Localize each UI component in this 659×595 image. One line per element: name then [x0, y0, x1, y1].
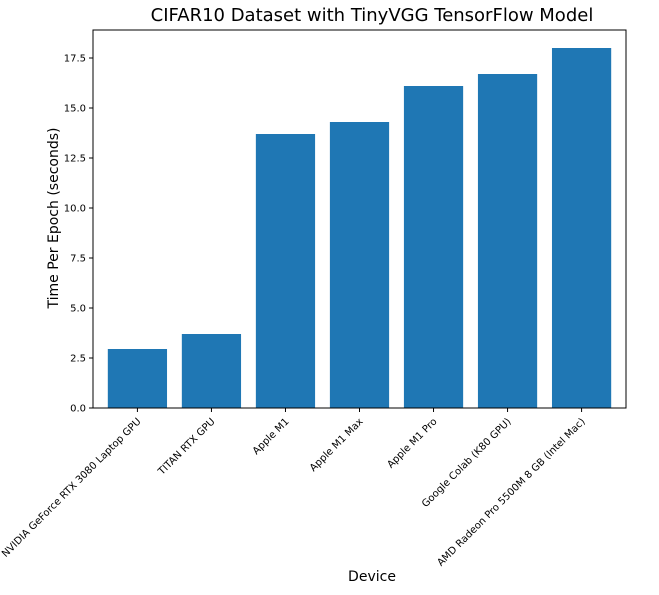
y-tick-label-6: 15.0	[64, 104, 86, 115]
plot-area-frame	[92, 29, 627, 409]
x-axis-title: Device	[348, 569, 396, 585]
bar-1	[181, 334, 242, 408]
x-tick-label-2: Apple M1	[251, 416, 292, 457]
y-tick-label-1: 2.5	[70, 354, 86, 365]
x-tick-label-1: TITAN RTX GPU	[156, 416, 218, 478]
bar-6	[551, 48, 612, 408]
y-tick-label-0: 0.0	[70, 404, 86, 415]
bar-5	[477, 74, 538, 408]
chart-title: CIFAR10 Dataset with TinyVGG TensorFlow …	[151, 5, 594, 26]
bar-3	[329, 122, 390, 408]
bar-2	[255, 134, 316, 408]
x-tick-label-0: NVIDIA GeForce RTX 3080 Laptop GPU	[0, 416, 143, 559]
y-tick-label-3: 7.5	[70, 254, 86, 265]
bars-layer	[107, 48, 612, 408]
y-axis-title: Time Per Epoch (seconds)	[46, 128, 62, 310]
y-tick-label-2: 5.0	[70, 304, 86, 315]
x-tick-label-3: Apple M1 Max	[308, 416, 366, 474]
bar-0	[107, 349, 168, 408]
x-tick-label-4: Apple M1 Pro	[385, 416, 439, 470]
y-tick-label-5: 12.5	[64, 154, 86, 165]
y-tick-label-7: 17.5	[64, 54, 86, 65]
y-tick-label-4: 10.0	[64, 204, 86, 215]
x-axis-ticks: NVIDIA GeForce RTX 3080 Laptop GPU TITAN …	[0, 408, 588, 569]
bar-4	[403, 86, 464, 408]
x-tick-label-6: AMD Radeon Pro 5500M 8 GB (Intel Mac)	[435, 416, 587, 568]
y-axis-ticks: 0.0 2.5 5.0 7.5 10.0 12.5 15.0 17.5	[64, 54, 93, 415]
